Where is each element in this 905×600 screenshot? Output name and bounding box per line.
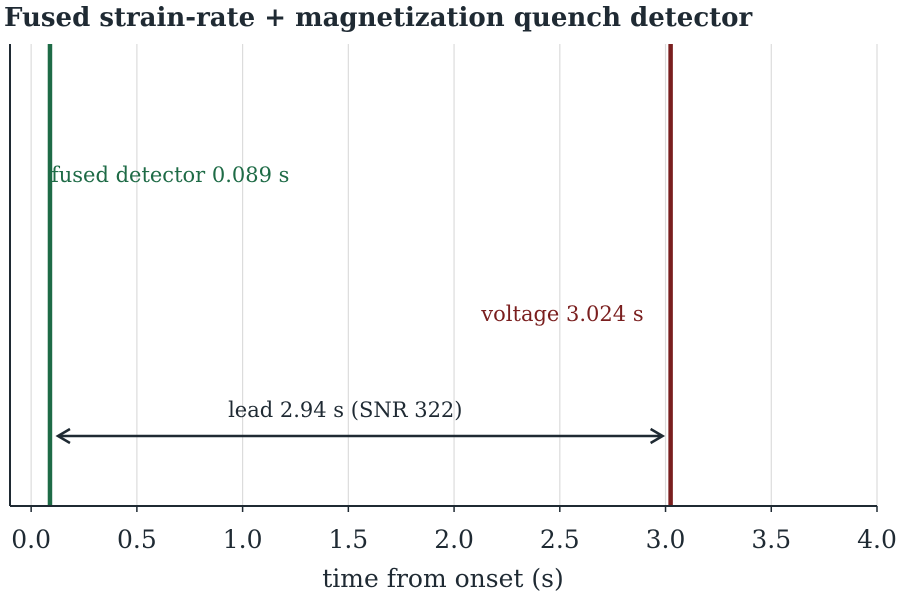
axes (9, 44, 877, 507)
x-tick-label: 0.5 (117, 525, 157, 554)
lead-label: lead 2.94 s (SNR 322) (228, 398, 462, 422)
fused-detector-label: fused detector 0.089 s (51, 163, 290, 187)
lead-annotation: lead 2.94 s (SNR 322) (55, 398, 666, 445)
lead-arrow-head-left (55, 427, 71, 445)
x-tick-label: 0.0 (11, 525, 51, 554)
grid-lines (30, 44, 878, 506)
x-tick-label: 4.0 (857, 525, 897, 554)
event-lines: fused detector 0.089 s voltage 3.024 s (47, 44, 673, 506)
lead-arrow-head-right (649, 427, 666, 445)
x-tick-label: 3.0 (646, 525, 686, 554)
x-ticks: 0.0 0.5 1.0 1.5 2.0 2.5 3.0 3.5 4.0 (11, 506, 897, 554)
x-tick-label: 2.5 (540, 525, 580, 554)
x-tick-label: 1.0 (223, 525, 263, 554)
chart-title: Fused strain-rate + magnetization quench… (4, 3, 753, 33)
x-tick-label: 1.5 (328, 525, 368, 554)
voltage-label: voltage 3.024 s (480, 302, 643, 326)
x-tick-label: 3.5 (751, 525, 791, 554)
x-axis-label: time from onset (s) (322, 564, 564, 593)
x-tick-label: 2.0 (434, 525, 474, 554)
